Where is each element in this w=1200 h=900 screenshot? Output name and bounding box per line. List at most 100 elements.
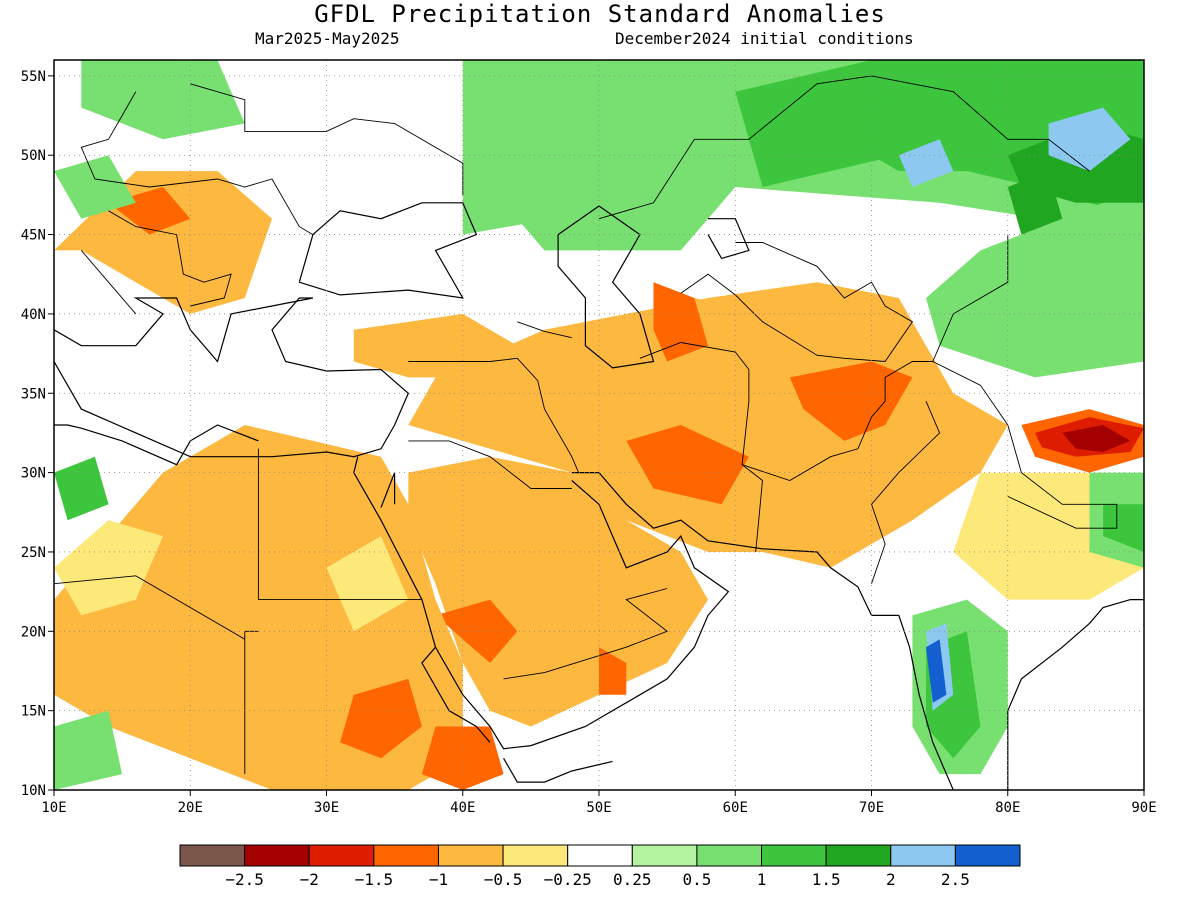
india-east-coast xyxy=(1007,599,1144,790)
colorbar-swatch xyxy=(825,844,892,867)
mediterranean-coast xyxy=(54,297,410,458)
field-ghats-peak xyxy=(926,639,947,703)
initial-conditions: December2024 initial conditions xyxy=(615,29,914,48)
coastlines-borders xyxy=(54,75,1144,790)
lon-tick-label: 60E xyxy=(723,800,748,816)
horn-coast xyxy=(503,758,613,783)
afghan-pak-border xyxy=(741,361,933,481)
colorbar-label: −2 xyxy=(300,870,319,889)
colorbar-swatch xyxy=(179,844,246,867)
lat-tick-label: 40N xyxy=(21,307,46,323)
lon-tick-label: 50E xyxy=(586,800,611,816)
field-volga-wet xyxy=(490,60,736,251)
field-turkey-dry xyxy=(353,313,518,378)
colorbar-label: 2.5 xyxy=(941,870,970,889)
lon-tick-label: 20E xyxy=(178,800,203,816)
colorbar-swatch xyxy=(373,844,439,867)
field-bengal-core xyxy=(1103,504,1144,552)
central-europe-border xyxy=(80,91,314,235)
field-tibet-core xyxy=(1062,425,1131,452)
chart-title: GFDL Precipitation Standard Anomalies xyxy=(314,0,886,28)
colorbar-label: 1.5 xyxy=(812,870,841,889)
field-caspian-se xyxy=(653,282,708,362)
longitude-axis: 10E 20E 30E 40E 50E 60E 70E 80E 90E xyxy=(41,790,1157,816)
colorbar-swatch xyxy=(954,844,1021,867)
lon-tick-label: 30E xyxy=(314,800,339,816)
field-west-africa-wet xyxy=(54,456,109,521)
field-afghan-core xyxy=(789,361,913,441)
colorbar-label: −1.5 xyxy=(355,870,394,889)
field-iran-south xyxy=(626,425,749,505)
colorbar-swatch xyxy=(631,844,698,867)
black-sea-coast xyxy=(298,202,478,299)
libya-coast xyxy=(54,424,259,466)
lat-tick-label: 50N xyxy=(21,148,46,164)
field-arabia-dry xyxy=(408,456,708,727)
colorbar-label: −1 xyxy=(429,870,448,889)
field-gulf-wet xyxy=(54,710,123,790)
colorbar-label: −2.5 xyxy=(225,870,264,889)
colorbar-swatch xyxy=(696,844,763,867)
lon-tick-label: 40E xyxy=(450,800,475,816)
field-oman-spot xyxy=(599,647,627,695)
india-pak-border xyxy=(870,401,941,584)
field-dz-wet xyxy=(1007,171,1063,235)
field-alps-wet xyxy=(54,155,136,219)
lat-tick-label: 20N xyxy=(21,624,46,640)
forecast-period: Mar2025-May2025 xyxy=(255,29,400,48)
turkey-iran-border xyxy=(517,321,572,339)
iran-east-border xyxy=(639,342,763,553)
colorbar-label: −0.25 xyxy=(544,870,592,889)
balkan-border xyxy=(108,210,232,307)
kazakh-russia-border xyxy=(598,75,1090,220)
lat-tick-label: 25N xyxy=(21,545,46,561)
lat-tick-label: 15N xyxy=(21,704,46,720)
colorbar-swatch xyxy=(437,844,504,867)
colorbar-swatch xyxy=(890,844,956,867)
lat-tick-label: 45N xyxy=(21,228,46,244)
field-arabia-spot1 xyxy=(435,599,518,663)
field-libya-light xyxy=(54,520,163,616)
lon-tick-label: 90E xyxy=(1131,800,1156,816)
lat-tick-label: 35N xyxy=(21,386,46,402)
saudi-yemen-oman-border xyxy=(503,588,669,680)
field-baltic-wet xyxy=(81,60,245,140)
colorbar-legend: −2.5 −2 −1.5 −1 −0.5 −0.25 0.25 0.5 1 1.5 2 2.5 xyxy=(179,844,1021,889)
ukraine-border xyxy=(190,83,464,195)
field-ethiopia-core xyxy=(421,726,504,790)
lon-tick-label: 70E xyxy=(859,800,884,816)
china-india-border xyxy=(932,234,1118,529)
aral-coast xyxy=(707,218,750,260)
colorbar-swatch xyxy=(567,844,633,867)
lat-tick-label: 30N xyxy=(21,466,46,482)
latitude-axis: 55N 50N 45N 40N 35N 30N 25N 20N 15N 10N xyxy=(21,69,54,799)
gridlines xyxy=(54,60,1144,790)
colorbar-label: −0.5 xyxy=(484,870,523,889)
iran-india-coast xyxy=(571,472,954,790)
colorbar-swatch xyxy=(308,844,375,867)
lat-tick-label: 55N xyxy=(21,69,46,85)
colorbar-swatch xyxy=(244,844,310,867)
suez-coast xyxy=(353,456,359,473)
lat-tick-label: 10N xyxy=(21,783,46,799)
lon-tick-label: 10E xyxy=(41,800,66,816)
field-kz-spot xyxy=(898,139,954,187)
colorbar-label: 0.25 xyxy=(613,870,652,889)
central-asia-border xyxy=(680,242,914,362)
colorbar-label: 2 xyxy=(886,870,896,889)
field-egypt-light xyxy=(326,536,409,632)
colorbar-swatch xyxy=(502,844,569,867)
arabian-coast xyxy=(353,472,730,750)
syria-iraq-iran-border xyxy=(408,357,580,473)
field-sudan-core xyxy=(340,678,422,759)
colorbar-label: 1 xyxy=(757,870,767,889)
colorbar-label: 0.5 xyxy=(682,870,711,889)
field-iran-core xyxy=(517,298,899,489)
jordan-iraq-saudi-border xyxy=(408,440,572,489)
field-siberia-moderate xyxy=(817,91,1063,172)
colorbar-swatch xyxy=(761,844,827,867)
italy-adriatic-coast xyxy=(80,250,137,315)
lon-tick-label: 80E xyxy=(995,800,1020,816)
caspian-coast xyxy=(557,205,655,369)
